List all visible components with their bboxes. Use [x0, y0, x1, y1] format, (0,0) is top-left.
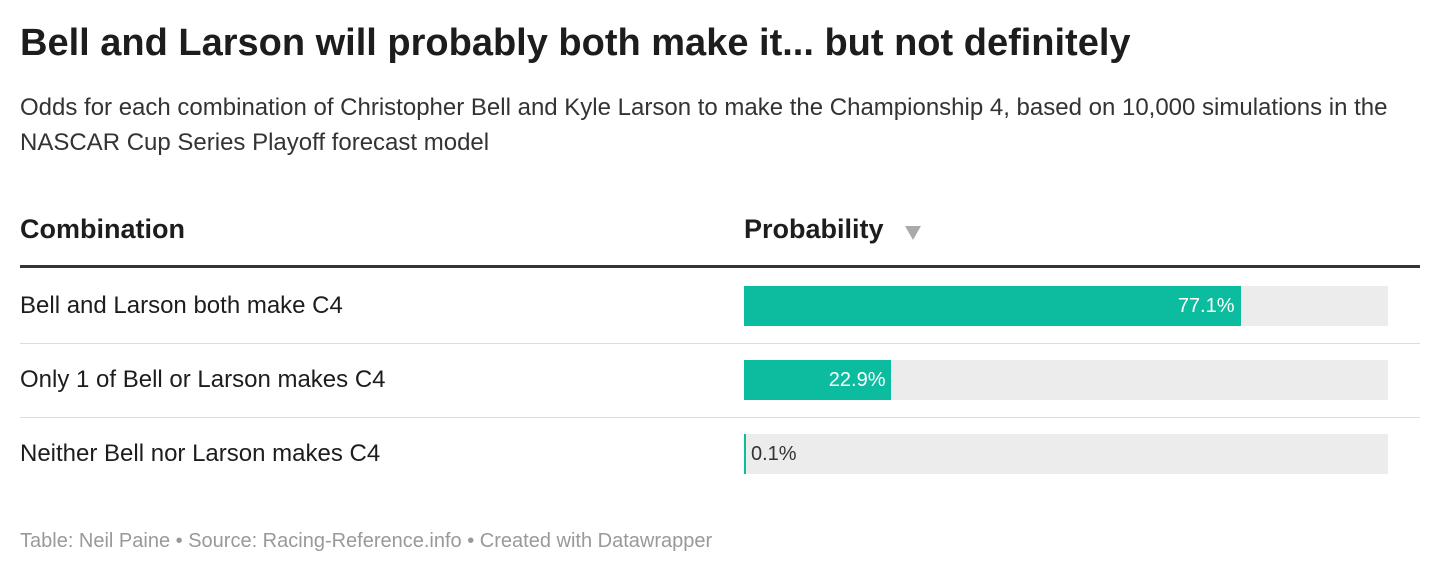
- column-header: Combination: [20, 214, 185, 244]
- value-label: 77.1%: [1177, 295, 1235, 317]
- bar: [744, 286, 1241, 326]
- subtitle: Odds for each combination of Christopher…: [20, 94, 1388, 156]
- sort-arrow[interactable]: [905, 226, 921, 240]
- title: Bell and Larson will probably both make …: [20, 22, 1131, 64]
- value-label: 22.9%: [828, 369, 886, 391]
- footer: Table: Neil Paine • Source: Racing-Refer…: [20, 530, 713, 552]
- row-separator: [20, 343, 1420, 344]
- row-separator: [20, 417, 1420, 418]
- value-label: 0.1%: [751, 443, 797, 465]
- bar: [744, 434, 746, 474]
- bar-track: 0.1%: [744, 434, 1388, 474]
- bar: [744, 360, 892, 400]
- row-label: Bell and Larson both make C4: [20, 292, 343, 319]
- row-label: Neither Bell nor Larson makes C4: [20, 440, 381, 467]
- bar-track: 22.9%: [744, 360, 1388, 400]
- row-label: Only 1 of Bell or Larson makes C4: [20, 366, 386, 393]
- column-header[interactable]: Probability: [744, 214, 884, 244]
- bar-track: 77.1%: [744, 286, 1388, 326]
- header-rule: [20, 265, 1420, 268]
